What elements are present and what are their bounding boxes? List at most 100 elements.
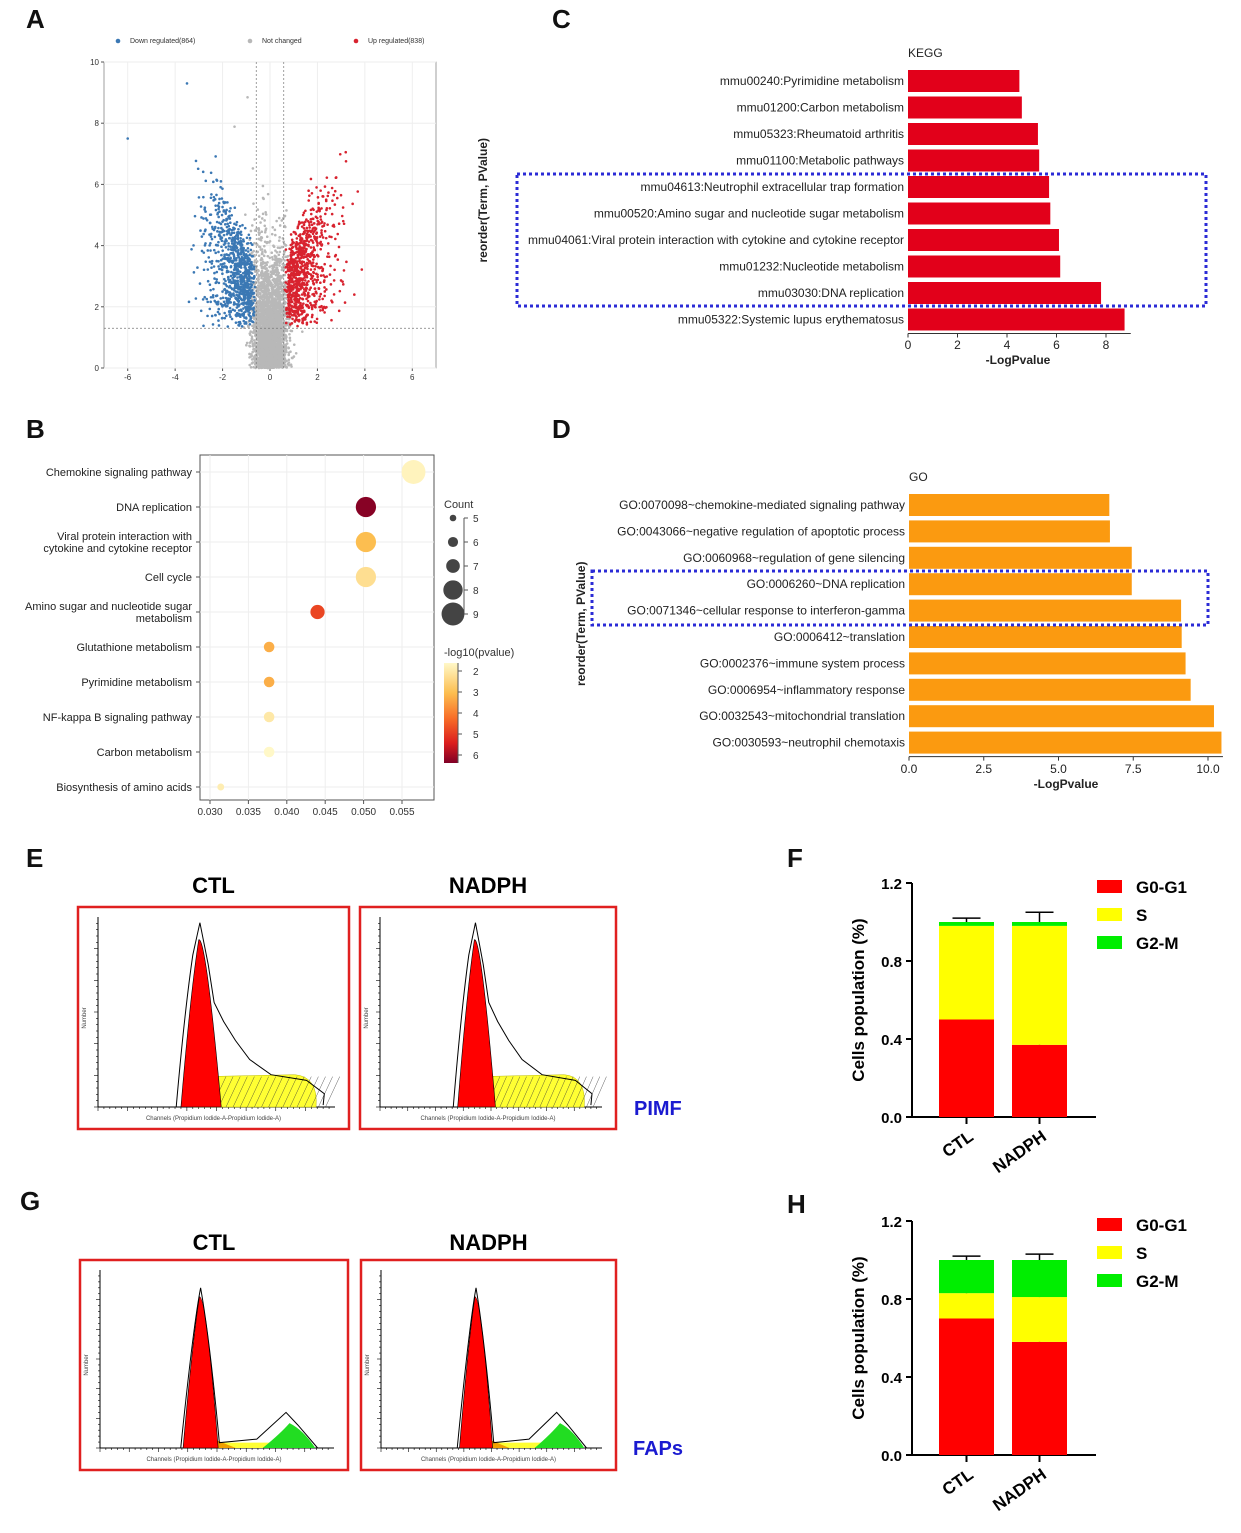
point-not-changed: [280, 288, 284, 291]
point-not-changed: [280, 268, 284, 272]
point-down-regulated: [212, 195, 216, 199]
point-not-changed: [275, 219, 278, 223]
point-down-regulated: [242, 239, 246, 243]
point-not-changed: [287, 346, 290, 349]
point-not-changed: [285, 328, 289, 332]
point-not-changed: [288, 339, 292, 342]
point-down-regulated: [209, 249, 212, 252]
point-not-changed: [283, 358, 287, 361]
point-not-changed: [262, 244, 266, 248]
point-down-regulated: [240, 261, 244, 264]
point-down-regulated: [239, 258, 243, 262]
y-tick-label: 2: [95, 303, 100, 312]
point-down-regulated: [200, 216, 203, 219]
point-down-regulated: [234, 244, 237, 247]
point-not-changed: [284, 349, 288, 353]
point-not-changed: [256, 332, 260, 336]
x-tick-label: 4: [363, 373, 368, 382]
point-not-changed: [278, 224, 282, 227]
point-not-changed: [271, 226, 275, 229]
point-not-changed: [288, 332, 291, 336]
point-down-regulated: [238, 232, 242, 235]
point-not-changed: [265, 361, 268, 364]
point-not-changed: [264, 358, 268, 362]
point-down-regulated: [247, 308, 251, 312]
point-not-changed: [267, 278, 271, 282]
point-not-changed: [272, 325, 276, 329]
point-down-regulated: [245, 275, 248, 279]
point-down-regulated: [210, 262, 214, 265]
point-down-regulated: [222, 282, 226, 285]
point-not-changed: [262, 293, 265, 297]
point-not-changed: [281, 316, 284, 319]
point-down-regulated: [233, 235, 237, 239]
point-down-regulated: [238, 253, 242, 256]
point-not-changed: [248, 332, 252, 335]
point-down-regulated: [210, 193, 213, 196]
point-not-changed: [263, 219, 266, 222]
point-not-changed: [259, 355, 263, 359]
point-down-regulated: [229, 256, 232, 260]
point-down-regulated: [215, 178, 218, 182]
point-down-regulated: [216, 303, 219, 306]
point-not-changed: [267, 342, 270, 346]
point-not-changed: [284, 337, 288, 340]
point-not-changed: [263, 282, 266, 285]
point-down-regulated: [250, 262, 253, 265]
point-not-changed: [285, 255, 289, 258]
point-not-changed: [274, 331, 277, 334]
point-not-changed: [252, 347, 256, 351]
point-not-changed: [257, 215, 261, 218]
point-down-regulated: [244, 249, 248, 252]
point-down-regulated: [223, 262, 226, 265]
point-down-regulated: [217, 201, 221, 205]
point-down-regulated: [243, 316, 246, 319]
point-not-changed: [268, 265, 271, 269]
point-down-regulated: [206, 279, 210, 283]
point-not-changed: [263, 328, 266, 332]
x-tick-label: -4: [172, 373, 180, 382]
point-not-changed: [252, 202, 255, 205]
point-not-changed: [275, 300, 278, 304]
point-not-changed: [282, 240, 285, 243]
point-down-regulated: [217, 307, 221, 311]
point-not-changed: [256, 362, 260, 366]
point-not-changed: [257, 281, 260, 284]
point-down-regulated: [205, 218, 209, 222]
point-not-changed: [277, 362, 281, 366]
point-not-changed: [260, 316, 264, 319]
point-down-regulated: [232, 231, 236, 235]
point-down-regulated: [241, 271, 245, 275]
point-not-changed: [280, 245, 284, 249]
point-down-regulated: [240, 298, 244, 302]
point-not-changed: [285, 366, 289, 369]
point-not-changed: [280, 219, 284, 222]
point-down-regulated: [213, 198, 217, 201]
point-down-regulated: [239, 273, 243, 277]
point-down-regulated: [243, 281, 247, 285]
point-not-changed: [252, 339, 256, 342]
point-down-regulated: [233, 309, 237, 312]
point-down-regulated: [215, 259, 218, 263]
point-down-regulated: [215, 193, 218, 197]
point-down-regulated: [236, 269, 240, 272]
point-down-regulated: [213, 235, 217, 239]
point-down-regulated: [216, 300, 220, 304]
point-not-changed: [253, 241, 256, 245]
point-not-changed: [267, 281, 270, 284]
point-not-changed: [260, 276, 263, 280]
point-down-regulated: [222, 229, 226, 233]
point-not-changed: [264, 309, 268, 313]
point-down-regulated: [212, 180, 215, 184]
point-down-regulated: [214, 155, 217, 158]
point-not-changed: [265, 313, 268, 316]
point-not-changed: [271, 332, 275, 336]
point-not-changed: [265, 287, 269, 291]
point-not-changed: [267, 241, 271, 244]
point-not-changed: [278, 264, 281, 267]
point-not-changed: [269, 334, 272, 337]
point-not-changed: [257, 350, 261, 354]
point-down-regulated: [252, 281, 255, 284]
point-not-changed: [279, 297, 282, 300]
